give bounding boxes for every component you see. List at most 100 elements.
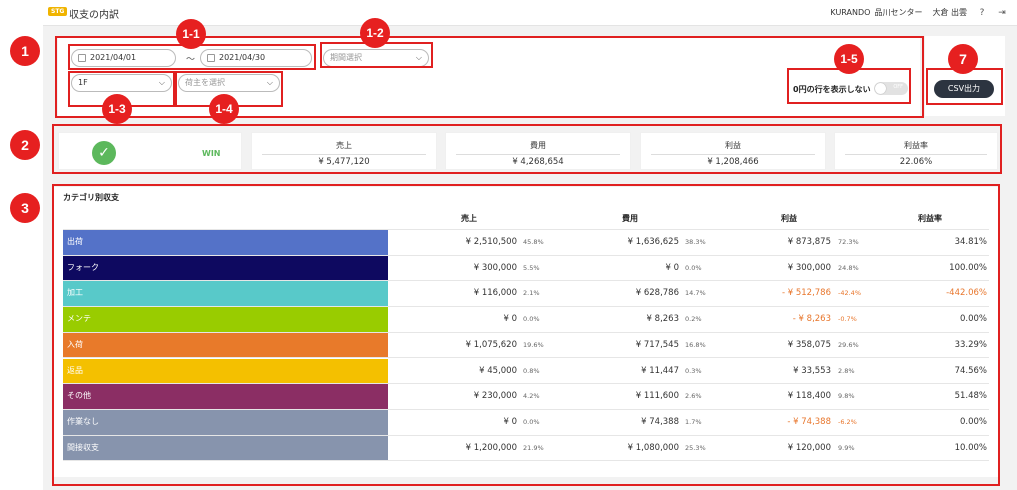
annotation-badge-1-4: 1-4 <box>209 94 239 124</box>
margin-cell: 34.81% <box>954 237 987 247</box>
date-from-input[interactable]: 2021/04/01 <box>71 49 176 67</box>
sales-cell: ¥ 0 <box>503 314 517 325</box>
profit-pct-cell: 9.9% <box>838 443 855 452</box>
profit-cell: - ¥ 512,786 <box>781 288 831 299</box>
date-to-input[interactable]: 2021/04/30 <box>200 49 312 67</box>
env-badge: STG <box>48 7 68 16</box>
table-row: フォーク ¥ 300,000 5.5% ¥ 0 0.0% ¥ 300,000 24.8% 10… <box>63 255 989 282</box>
category-label: メンテ <box>63 307 388 332</box>
cost-pct-cell: 0.3% <box>685 366 702 375</box>
period-placeholder: 期間選択 <box>330 53 362 62</box>
cost-pct-cell: 0.2% <box>685 315 702 324</box>
chevron-down-icon: ⌵ <box>266 78 273 87</box>
date-from-value: 2021/04/01 <box>90 53 137 62</box>
margin-card: 利益率 22.06% <box>834 132 998 170</box>
cost-card: 費用 ¥ 4,268,654 <box>445 132 631 170</box>
table-row: 入荷 ¥ 1,075,620 19.6% ¥ 717,545 16.8% ¥ 358,07… <box>63 332 989 359</box>
cost-cell: ¥ 628,786 <box>635 288 679 299</box>
margin-cell: 74.56% <box>954 365 987 376</box>
cost-label: 費用 <box>456 140 620 155</box>
profit-value: ¥ 1,208,466 <box>707 157 759 167</box>
sales-cell: ¥ 1,075,620 <box>465 339 517 350</box>
table-row: 間接収支 ¥ 1,200,000 21.9% ¥ 1,080,000 25.3% ¥ 12… <box>63 435 989 462</box>
profit-pct-cell: -42.4% <box>838 289 861 298</box>
cost-cell: ¥ 1,080,000 <box>627 442 679 453</box>
annotation-badge-7: 7 <box>948 44 978 74</box>
sales-pct-cell: 0.0% <box>523 417 540 426</box>
profit-pct-cell: 29.6% <box>838 340 859 349</box>
shipper-placeholder: 荷主を選択 <box>185 78 225 87</box>
cost-cell: ¥ 8,263 <box>646 314 679 325</box>
sales-cell: ¥ 230,000 <box>473 391 517 402</box>
profit-pct-cell: 72.3% <box>838 238 859 246</box>
category-label: 作業なし <box>63 409 388 435</box>
company-name: KURANDO <box>830 8 871 17</box>
category-label: 加工 <box>63 281 388 307</box>
sales-pct-cell: 0.8% <box>523 366 540 375</box>
sales-pct-cell: 5.5% <box>523 263 540 272</box>
margin-cell: 100.00% <box>949 262 987 273</box>
cost-pct-cell: 25.3% <box>685 443 706 452</box>
cost-pct-cell: 14.7% <box>685 289 706 298</box>
floor-select[interactable]: 1F ⌵ <box>71 74 172 92</box>
table-row: 加工 ¥ 116,000 2.1% ¥ 628,786 14.7% - ¥ 512,786… <box>63 281 989 308</box>
column-header-profit: 利益 <box>781 214 797 223</box>
margin-label: 利益率 <box>845 140 987 155</box>
margin-cell: 51.48% <box>954 391 987 402</box>
floor-value: 1F <box>78 78 88 87</box>
annotation-box-1 <box>55 36 924 118</box>
sales-pct-cell: 4.2% <box>523 392 540 401</box>
logout-icon[interactable]: ⇥ <box>998 7 1006 18</box>
check-icon: ✓ <box>92 141 116 165</box>
date-to-value: 2021/04/30 <box>219 53 266 62</box>
profit-cell: ¥ 33,553 <box>793 365 831 376</box>
category-label: フォーク <box>63 255 388 281</box>
sales-label: 売上 <box>262 140 426 155</box>
chevron-down-icon: ⌵ <box>415 53 422 62</box>
margin-cell: 33.29% <box>954 339 987 350</box>
user-name[interactable]: 大倉 出雲 <box>932 8 967 17</box>
left-margin <box>0 0 43 490</box>
cost-cell: ¥ 74,388 <box>641 416 679 427</box>
table-header-divider <box>63 229 989 230</box>
sales-pct-cell: 21.9% <box>523 443 544 452</box>
profit-cell: ¥ 873,875 <box>787 237 831 247</box>
margin-cell: -442.06% <box>946 288 987 299</box>
cost-cell: ¥ 717,545 <box>635 339 679 350</box>
help-icon[interactable]: ? <box>979 7 985 18</box>
margin-cell: 0.00% <box>959 314 987 325</box>
page-title: 収支の内訳 <box>69 10 119 21</box>
cost-cell: ¥ 1,636,625 <box>627 237 679 247</box>
toggle-state: OFF <box>893 84 903 90</box>
sales-cell: ¥ 116,000 <box>473 288 517 299</box>
annotation-badge-2: 2 <box>10 130 40 160</box>
status-text: WIN <box>202 149 221 158</box>
cost-cell: ¥ 111,600 <box>635 391 679 402</box>
profit-pct-cell: 24.8% <box>838 263 859 272</box>
profit-cell: - ¥ 8,263 <box>792 314 831 325</box>
category-label: その他 <box>63 384 388 409</box>
profit-cell: - ¥ 74,388 <box>787 416 831 427</box>
margin-cell: 0.00% <box>959 416 987 427</box>
profit-cell: ¥ 118,400 <box>787 391 831 402</box>
sales-value: ¥ 5,477,120 <box>318 157 370 167</box>
annotation-badge-1-3: 1-3 <box>102 94 132 124</box>
table-title: カテゴリ別収支 <box>63 193 119 202</box>
profit-label: 利益 <box>651 140 815 155</box>
column-header-sales: 売上 <box>461 214 477 223</box>
annotation-badge-1: 1 <box>10 36 40 66</box>
annotation-badge-1-1: 1-1 <box>176 19 206 49</box>
sales-cell: ¥ 2,510,500 <box>465 237 517 247</box>
cost-pct-cell: 0.0% <box>685 263 702 272</box>
annotation-box-2 <box>52 124 1002 174</box>
zero-rows-toggle[interactable]: OFF <box>874 82 908 95</box>
sales-pct-cell: 19.6% <box>523 340 544 349</box>
sales-card: 売上 ¥ 5,477,120 <box>251 132 437 170</box>
table-row: 出荷 ¥ 2,510,500 45.8% ¥ 1,636,625 38.3% ¥ 873,… <box>63 230 989 256</box>
annotation-box-3 <box>52 184 1000 486</box>
csv-export-button[interactable]: CSV出力 <box>934 80 994 98</box>
annotation-badge-1-5: 1-5 <box>834 44 864 74</box>
zero-rows-label: 0円の行を表示しない <box>793 85 871 94</box>
sales-pct-cell: 2.1% <box>523 289 540 298</box>
shipper-select[interactable]: 荷主を選択 ⌵ <box>178 74 280 92</box>
